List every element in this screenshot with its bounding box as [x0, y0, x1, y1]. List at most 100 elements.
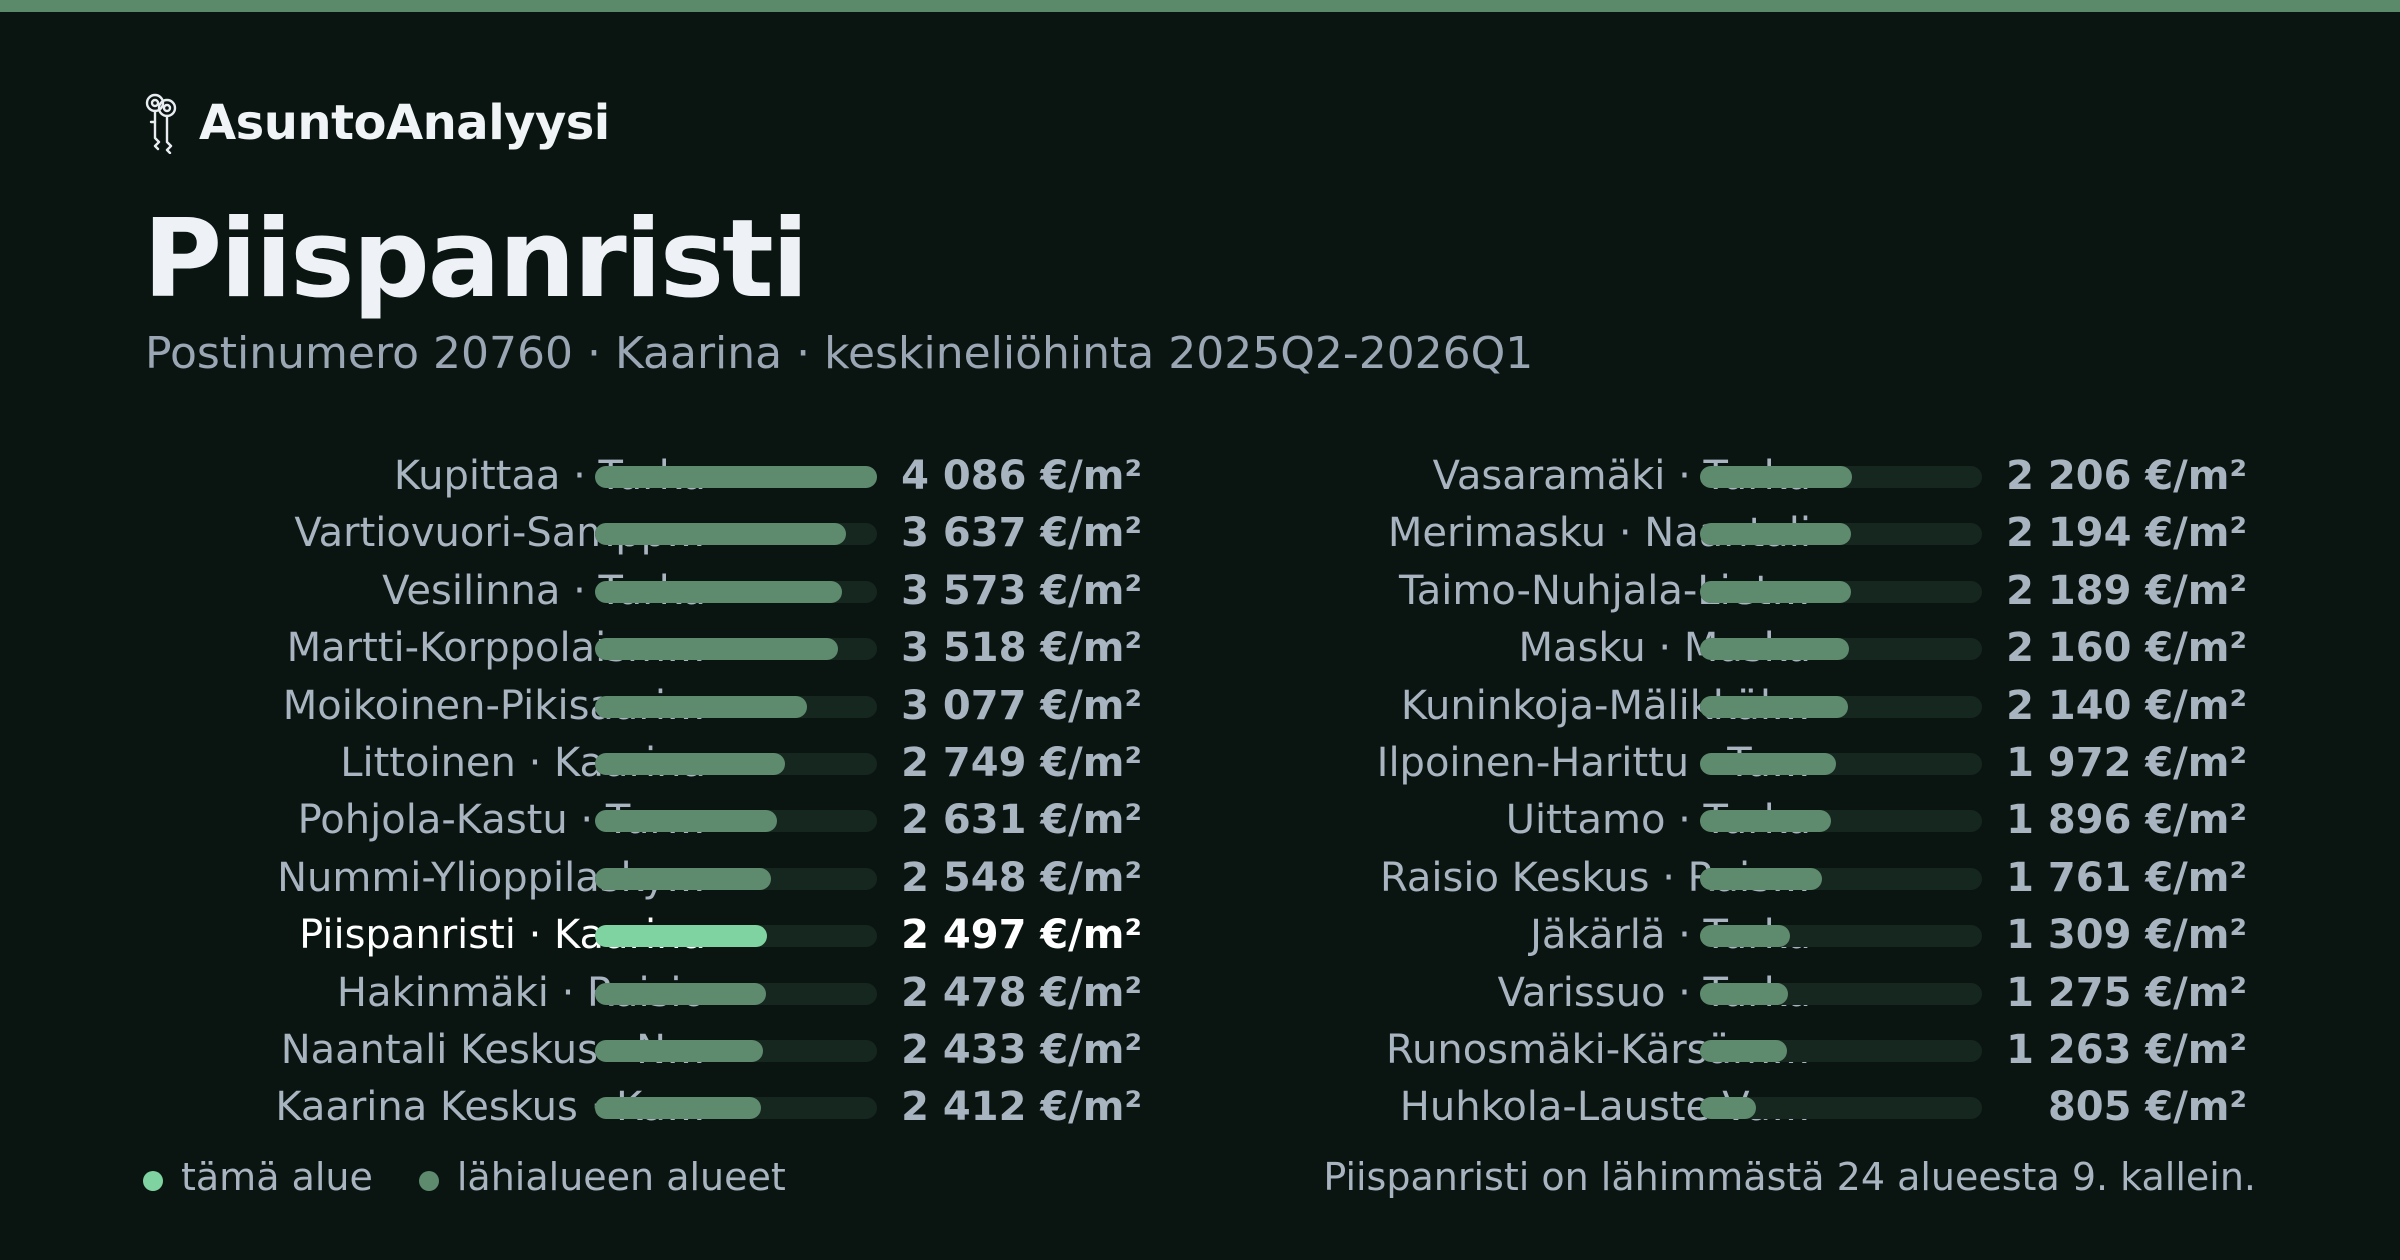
bar [595, 466, 877, 488]
bar-row: Pohjola-Kastu · Tur… 2 631 €/m² [140, 794, 1240, 851]
bar-value-label: 2 497 €/m² [901, 912, 1142, 959]
bar-value-label: 2 631 €/m² [901, 797, 1142, 844]
bar-value-label: 1 761 €/m² [2006, 854, 2247, 901]
bar [595, 580, 842, 603]
bar-track [1700, 867, 1982, 890]
bar [595, 695, 807, 718]
bar-value-label: 1 309 €/m² [2006, 912, 2247, 959]
bar-row: Nummi-Ylioppilasky… 2 548 €/m² [140, 852, 1240, 909]
brand-name: AsuntoAnalyysi [199, 95, 610, 151]
accent-top-bar [0, 0, 2400, 12]
bar-value-label: 2 189 €/m² [2006, 567, 2247, 614]
bar [595, 925, 767, 948]
bar [1700, 1097, 1756, 1120]
bar [1700, 810, 1831, 833]
bar-value-label: 1 275 €/m² [2006, 969, 2247, 1016]
bar-track [595, 695, 877, 718]
bar-row: Ilpoinen-Harittu · Tu… 1 972 €/m² [1245, 737, 2345, 794]
ranking-footnote: Piispanristi on lähimmästä 24 alueesta 9… [1323, 1155, 2256, 1199]
bar [1700, 523, 1851, 546]
bar-track [1700, 523, 1982, 546]
bar-row: Taimo-Nuhjala-Liet… 2 189 €/m² [1245, 565, 2345, 622]
bar [1700, 466, 1852, 488]
bar-row: Merimasku · Naantali 2 194 €/m² [1245, 507, 2345, 564]
bar-row: Vasaramäki · Turku 2 206 €/m² [1245, 450, 2345, 507]
bar-row: Moikoinen-Pikisaari… 3 077 €/m² [140, 680, 1240, 737]
chart-legend: tämä alue lähialueen alueet [143, 1152, 832, 1202]
bar-track [595, 580, 877, 603]
bar-row: Kupittaa · Turku 4 086 €/m² [140, 450, 1240, 507]
bar [1700, 982, 1788, 1005]
bar [1700, 867, 1822, 890]
legend-this-area-label: tämä alue [181, 1155, 373, 1199]
page-title: Piispanristi [143, 197, 809, 322]
bar-row: Huhkola-Lauste-Va… 805 €/m² [1245, 1081, 2345, 1138]
bar [1700, 1039, 1787, 1062]
bar-track [1700, 580, 1982, 603]
bar-row: Kaarina Keskus · Ka… 2 412 €/m² [140, 1081, 1240, 1138]
bar [1700, 580, 1851, 603]
bar [1700, 638, 1849, 661]
bar-value-label: 1 263 €/m² [2006, 1026, 2247, 1073]
bar-chart-right-column: Vasaramäki · Turku 2 206 €/m² Merimasku · … [1245, 450, 2345, 1139]
bar-row: Littoinen · Kaarina 2 749 €/m² [140, 737, 1240, 794]
bar [595, 638, 838, 661]
bar-row: Kuninkoja-Mälikkäl… 2 140 €/m² [1245, 680, 2345, 737]
bar-track [1700, 752, 1982, 775]
bar-value-label: 3 573 €/m² [901, 567, 1142, 614]
bar-value-label: 3 077 €/m² [901, 682, 1142, 729]
bar-value-label: 2 433 €/m² [901, 1026, 1142, 1073]
bar-value-label: 4 086 €/m² [901, 453, 1142, 499]
bar-track [1700, 1097, 1982, 1120]
legend-nearby: lähialueen alueet [418, 1152, 786, 1202]
bar-track [595, 982, 877, 1005]
bar-value-label: 2 194 €/m² [2006, 510, 2247, 557]
bar-row: Jäkärlä · Turku 1 309 €/m² [1245, 909, 2345, 966]
bar-row: Masku · Masku 2 160 €/m² [1245, 622, 2345, 679]
bar-track [1700, 982, 1982, 1005]
bar-track [1700, 925, 1982, 948]
bar [1700, 925, 1790, 948]
bar-track [595, 466, 877, 488]
bar-track [595, 1097, 877, 1120]
bar-track [1700, 695, 1982, 718]
bar-row: Naantali Keskus · N… 2 433 €/m² [140, 1024, 1240, 1081]
legend-this-area-dot [143, 1171, 163, 1191]
bar-value-label: 2 412 €/m² [901, 1084, 1142, 1131]
bar-value-label: 3 637 €/m² [901, 510, 1142, 557]
bar-track [595, 925, 877, 948]
bar-track [595, 752, 877, 775]
bar-row: Vartiovuori-Sampp… 3 637 €/m² [140, 507, 1240, 564]
page-subtitle: Postinumero 20760 · Kaarina · keskineliö… [145, 328, 1534, 379]
bar-row: Vesilinna · Turku 3 573 €/m² [140, 565, 1240, 622]
bar-row: Hakinmäki · Raisio 2 478 €/m² [140, 967, 1240, 1024]
legend-nearby-dot [418, 1171, 439, 1191]
bar-value-label: 2 548 €/m² [901, 854, 1142, 901]
bar [595, 810, 777, 833]
bar-track [1700, 638, 1982, 661]
bar-row: Runosmäki-Kärsäm… 1 263 €/m² [1245, 1024, 2345, 1081]
bar-track [1700, 1039, 1982, 1062]
bar-value-label: 2 478 €/m² [901, 969, 1142, 1016]
bar [595, 867, 771, 890]
bar-value-label: 3 518 €/m² [901, 625, 1142, 672]
bar-track [595, 1039, 877, 1062]
bar [595, 1039, 763, 1062]
bar [595, 523, 846, 546]
bar [595, 752, 785, 775]
brand: AsuntoAnalyysi [143, 88, 610, 158]
bar-row: Martti-Korppolaism… 3 518 €/m² [140, 622, 1240, 679]
bar [595, 1097, 761, 1120]
bar-track [595, 638, 877, 661]
bar-value-label: 2 140 €/m² [2006, 682, 2247, 729]
bar-row: Varissuo · Turku 1 275 €/m² [1245, 967, 2345, 1024]
bar-chart-left-column: Kupittaa · Turku 4 086 €/m² Vartiovuori-Sa… [140, 450, 1240, 1139]
bar-track [595, 810, 877, 833]
bar-track [1700, 810, 1982, 833]
bar [1700, 752, 1836, 775]
bar-value-label: 2 160 €/m² [2006, 625, 2247, 672]
bar-value-label: 805 €/m² [2047, 1084, 2247, 1131]
bar-value-label: 1 896 €/m² [2006, 797, 2247, 844]
bar-row: Uittamo · Turku 1 896 €/m² [1245, 794, 2345, 851]
legend-nearby-label: lähialueen alueet [456, 1155, 786, 1199]
